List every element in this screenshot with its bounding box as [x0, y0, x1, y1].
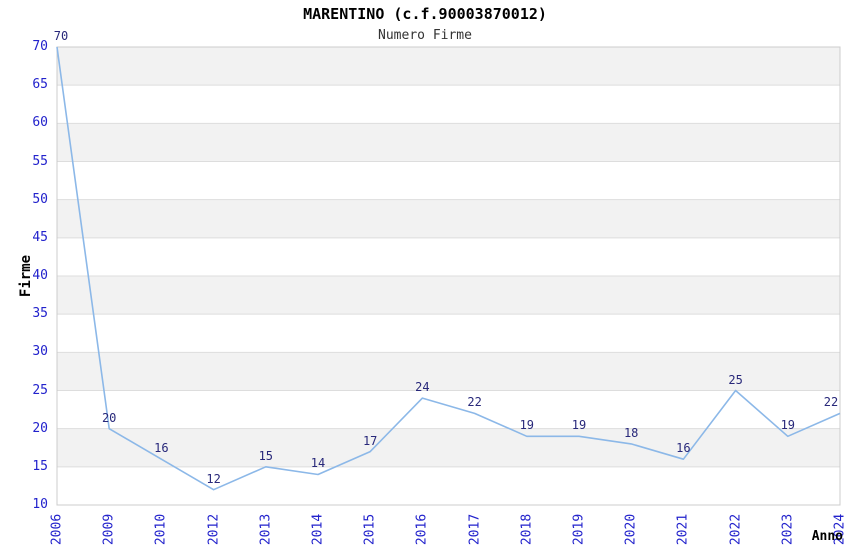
x-tick-label: 2018	[519, 513, 535, 546]
data-point-label: 22	[823, 395, 839, 410]
plot-border	[56, 46, 841, 506]
data-point-label: 15	[258, 448, 274, 463]
data-point-label: 19	[780, 418, 796, 433]
data-point-label: 25	[728, 372, 743, 387]
y-tick-label: 70	[32, 39, 48, 54]
x-tick-label: 2016	[414, 513, 430, 546]
x-tick-label: 2019	[571, 513, 587, 546]
y-tick-label: 20	[32, 420, 48, 436]
x-tick-label: 2013	[258, 513, 274, 546]
y-tick-label: 35	[32, 306, 48, 322]
plot-band	[57, 276, 840, 315]
x-tick-label: 2014	[310, 513, 326, 546]
data-point-label: 16	[676, 441, 691, 456]
x-tick-label: 2020	[623, 513, 639, 546]
x-tick-label: 2023	[780, 513, 796, 546]
data-point-label: 19	[571, 418, 587, 433]
data-point-label: 16	[154, 441, 169, 456]
plot-band	[57, 47, 840, 86]
x-tick-label: 2022	[728, 513, 744, 546]
data-point-label: 24	[415, 380, 430, 395]
x-tick-label: 2015	[362, 513, 378, 546]
y-tick-label: 50	[32, 191, 48, 207]
y-tick-label: 15	[32, 458, 48, 474]
y-tick-label: 25	[32, 382, 48, 398]
data-point-label: 18	[623, 425, 639, 440]
data-point-label: 70	[53, 29, 69, 43]
y-tick-label: 10	[32, 497, 48, 512]
x-tick-label: 2009	[101, 513, 117, 546]
y-tick-label: 30	[32, 344, 48, 360]
data-point-label: 12	[206, 471, 221, 486]
y-tick-label: 45	[32, 229, 48, 245]
x-tick-label: 2012	[206, 513, 222, 546]
x-tick-label: 2010	[153, 513, 169, 546]
chart-subtitle: Numero Firme	[378, 28, 472, 43]
y-tick-label: 40	[32, 268, 48, 283]
chart-title: MARENTINO (c.f.90003870012)	[303, 5, 547, 23]
plot-band	[57, 428, 840, 467]
x-axis-title: Anno	[811, 529, 843, 544]
x-tick-label: 2017	[467, 513, 483, 546]
data-point-label: 20	[101, 410, 117, 425]
data-point-label: 14	[310, 456, 326, 471]
x-tick-label: 2006	[49, 513, 65, 546]
y-tick-label: 55	[32, 153, 48, 169]
data-point-label: 19	[519, 418, 535, 433]
y-tick-label: 60	[32, 115, 48, 131]
x-tick-label: 2021	[675, 513, 691, 546]
y-tick-label: 65	[32, 77, 48, 93]
plot-band	[57, 123, 840, 162]
plot-band	[57, 199, 840, 238]
data-point-label: 17	[362, 433, 378, 448]
data-point-label: 22	[467, 395, 482, 410]
series-line	[56, 46, 841, 491]
plot-band	[57, 352, 840, 391]
